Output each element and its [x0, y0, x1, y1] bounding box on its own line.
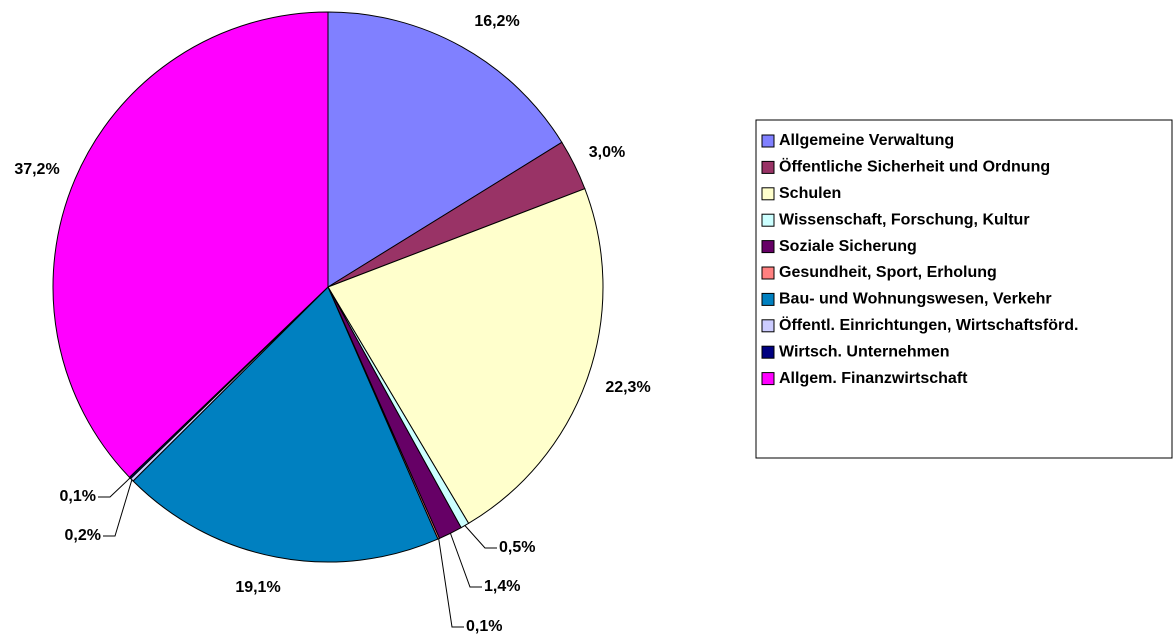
data-label: 3,0%: [589, 144, 625, 161]
pie-slice: [132, 286, 439, 563]
legend-swatch: [761, 266, 775, 280]
legend-swatch: [761, 292, 775, 306]
legend-swatch: [761, 372, 775, 386]
legend-label: Schulen: [779, 185, 841, 202]
legend-label: Wirtsch. Unternehmen: [779, 343, 950, 360]
data-label: 0,2%: [65, 527, 101, 544]
legend-label: Gesundheit, Sport, Erholung: [779, 264, 997, 281]
legend-swatch: [761, 160, 775, 174]
legend-swatch: [761, 319, 775, 333]
legend-label: Öffentliche Sicherheit und Ordnung: [779, 157, 1050, 176]
pie-slice: [327, 188, 604, 525]
leader-line: [449, 533, 482, 588]
pie-slice: [52, 11, 329, 478]
data-label: 37,2%: [14, 161, 59, 178]
legend-label: Bau- und Wohnungswesen, Verkehr: [779, 291, 1052, 308]
legend-label: Wissenschaft, Forschung, Kultur: [779, 211, 1030, 228]
leader-line: [438, 538, 464, 628]
legend-swatch: [761, 187, 775, 201]
leader-line: [98, 477, 131, 498]
legend-label: Soziale Sicherung: [779, 238, 917, 255]
pie-slice: [327, 11, 563, 288]
data-label: 0,1%: [60, 488, 96, 505]
data-label: 16,2%: [474, 13, 519, 30]
leader-line: [464, 525, 497, 549]
legend-swatch: [761, 240, 775, 254]
data-label: 19,1%: [235, 579, 280, 596]
legend-label: Öffentl. Einrichtungen, Wirtschaftsförd.: [779, 315, 1078, 334]
legend-label: Allgem. Finanzwirtschaft: [779, 370, 968, 387]
data-label: 0,5%: [499, 539, 535, 556]
data-label: 1,4%: [484, 578, 520, 595]
legend-swatch: [761, 345, 775, 359]
data-label: 0,1%: [466, 618, 502, 635]
legend-label: Allgemeine Verwaltung: [779, 132, 954, 149]
data-label: 22,3%: [605, 379, 650, 396]
leader-line: [103, 479, 133, 537]
legend-box: [755, 119, 1173, 459]
legend-swatch: [761, 213, 775, 227]
legend-swatch: [761, 134, 775, 148]
